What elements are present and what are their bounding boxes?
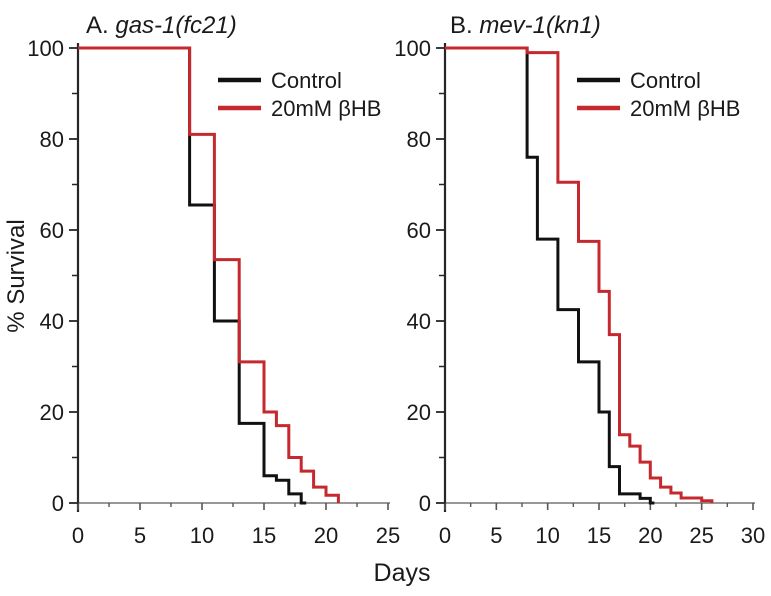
legend-label-bhb: 20mM βHB [630,96,740,121]
x-tick-label: 30 [741,523,765,548]
y-tick-label: 100 [394,36,431,61]
x-tick-label: 20 [638,523,662,548]
panel-b-title-gene: mev-1(kn1) [479,12,600,39]
y-tick-label: 60 [407,218,431,243]
y-tick-label: 100 [27,36,64,61]
x-tick-label: 5 [134,523,146,548]
legend-panel-a: Control 20mM βHB [218,68,381,121]
panel-b-title-prefix: B. [450,12,479,39]
y-tick-label: 40 [407,309,431,334]
panel-b: 0 5 10 15 20 25 30 0 20 40 60 80 100 [394,36,765,548]
x-tick-label: 25 [689,523,713,548]
curve-20mm-bhb [78,46,340,503]
y-tick-label: 40 [40,309,64,334]
y-tick-label: 80 [407,127,431,152]
y-axis-label: % Survival [3,219,30,332]
legend-panel-b: Control 20mM βHB [577,68,740,121]
y-tick-label: 0 [419,491,431,516]
panel-a-title-gene: gas-1(fc21) [115,12,236,39]
x-tick-label: 0 [439,523,451,548]
y-tick-label: 0 [52,491,64,516]
x-tick-label: 0 [72,523,84,548]
legend-label-control: Control [630,68,701,93]
legend-label-control: Control [271,68,342,93]
y-tick-label: 20 [407,400,431,425]
panel-b-title: B. mev-1(kn1) [450,12,601,39]
curve-control [78,46,307,505]
y-tick-label: 60 [40,218,64,243]
x-tick-label: 10 [535,523,559,548]
x-tick-label: 10 [190,523,214,548]
panel-a-title: A. gas-1(fc21) [86,12,237,39]
x-tick-label: 15 [252,523,276,548]
panel-a: 0 5 10 15 20 25 0 20 40 60 80 100 [27,36,400,548]
x-tick-label: 20 [314,523,338,548]
x-tick-label: 5 [490,523,502,548]
y-tick-label: 20 [40,400,64,425]
curve-20mm-bhb [445,46,714,503]
x-tick-label: 15 [587,523,611,548]
panel-a-title-prefix: A. [86,12,115,39]
legend-label-bhb: 20mM βHB [271,96,381,121]
curve-control [445,46,655,505]
x-tick-label: 25 [376,523,400,548]
x-axis-label: Days [374,559,431,587]
y-tick-label: 80 [40,127,64,152]
